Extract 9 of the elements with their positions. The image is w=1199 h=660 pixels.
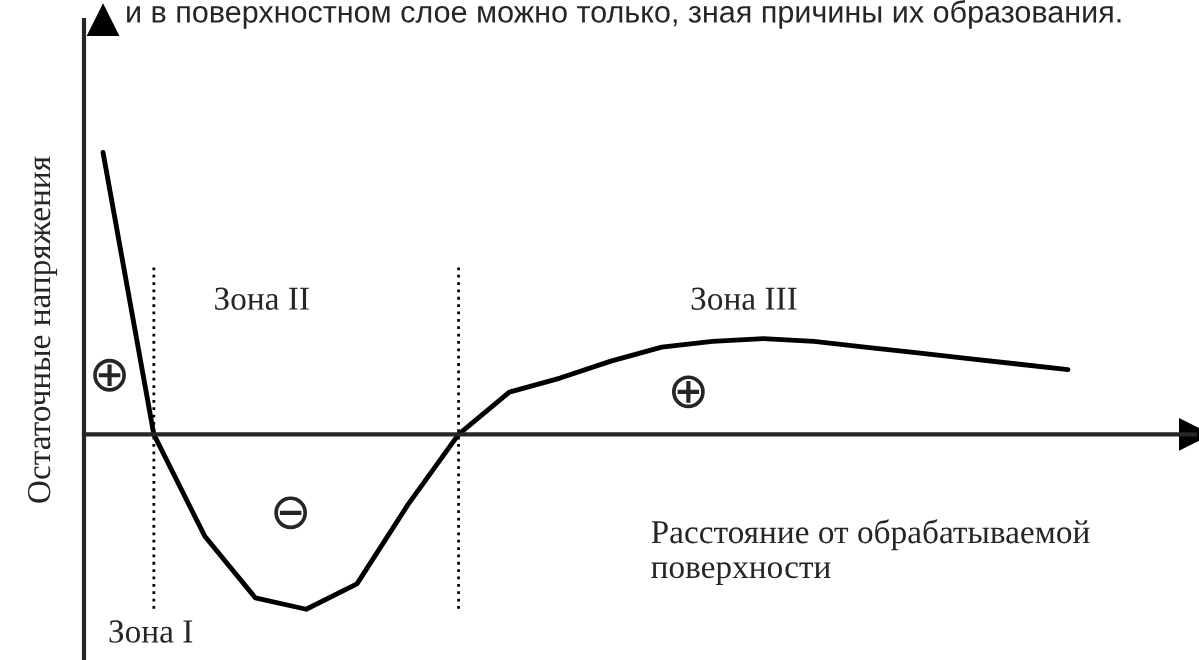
annotation: ⊕ bbox=[672, 375, 705, 409]
y-axis-title: Остаточные напряжения bbox=[27, 156, 58, 503]
annotation: ⊕ bbox=[93, 358, 126, 392]
text: Зона I bbox=[109, 620, 193, 643]
annotation: Зона III bbox=[691, 287, 797, 310]
annotation: Зона II bbox=[215, 287, 309, 310]
text: и в поверхностном слое можно только, зная причины их образования. bbox=[127, 0, 1121, 29]
annotation: ⊖ bbox=[274, 496, 308, 530]
x-axis-title: Расстояние от обрабатываемой поверхности bbox=[651, 519, 1090, 586]
